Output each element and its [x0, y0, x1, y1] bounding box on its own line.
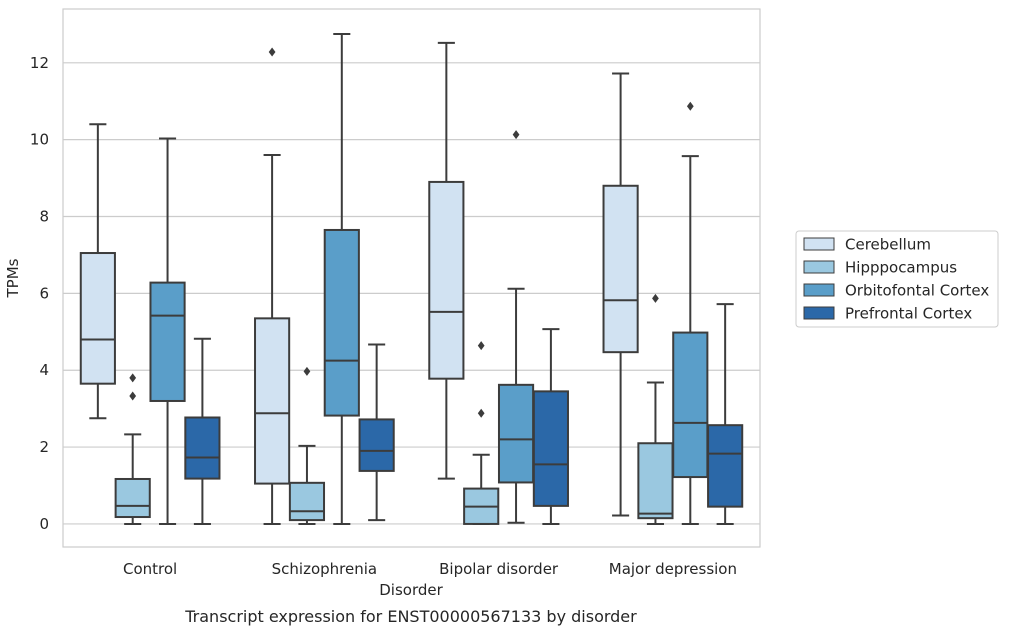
y-tick-label: 8 [39, 208, 49, 226]
legend-label: Orbitofontal Cortex [845, 282, 989, 300]
y-tick-label: 6 [39, 284, 49, 302]
legend-swatch [803, 237, 835, 251]
chart-caption: Transcript expression for ENST0000056713… [184, 607, 637, 626]
y-tick-label: 2 [39, 438, 49, 456]
legend-swatch [803, 260, 835, 274]
y-tick-label: 12 [30, 54, 49, 72]
box [79, 252, 116, 385]
legend-label: Prefrontal Cortex [845, 305, 972, 323]
legend-swatch [803, 306, 835, 320]
box [672, 331, 709, 479]
legend-swatch [803, 283, 835, 297]
box [428, 180, 465, 380]
outlier-point [303, 366, 311, 376]
plot-area-border [62, 8, 761, 548]
box [532, 390, 569, 507]
box [149, 281, 186, 402]
box [497, 383, 535, 484]
box [184, 416, 221, 480]
x-tick-label: Control [123, 560, 177, 578]
outlier-point [652, 293, 659, 303]
box [602, 184, 639, 354]
box [358, 418, 395, 472]
box [288, 481, 326, 522]
y-tick-labels: 0 2 4 6 8 10 12 [30, 54, 49, 533]
outlier-point [129, 373, 137, 383]
y-tick-label: 0 [39, 515, 49, 533]
x-tick-label: Schizophrenia [272, 560, 377, 578]
outlier-point [268, 47, 276, 57]
outlier-point [686, 101, 694, 111]
outlier-point [477, 341, 485, 351]
legend-label: Cerebellum [845, 236, 931, 254]
legend-frame [795, 230, 999, 328]
legend: Cerebellum Hipppocampus Orbitofontal Corte… [795, 230, 999, 328]
y-tick-label: 4 [39, 361, 49, 379]
box-plots [79, 32, 744, 525]
x-axis-label: Disorder [379, 581, 443, 599]
x-tick-label: Major depression [609, 560, 737, 578]
outlier-point [477, 408, 485, 418]
y-axis-label: TPMs [4, 258, 22, 298]
x-tick-label: Bipolar disorder [439, 560, 559, 578]
x-tick-labels: Control Schizophrenia Bipolar disorder Majo… [123, 560, 737, 578]
outlier-point [512, 130, 520, 140]
y-tick-label: 10 [30, 131, 49, 149]
legend-label: Hipppocampus [845, 259, 957, 277]
box [637, 442, 674, 520]
box [254, 317, 291, 485]
box [707, 424, 744, 508]
box [323, 228, 360, 417]
outlier-point [129, 391, 137, 401]
box [114, 477, 151, 519]
